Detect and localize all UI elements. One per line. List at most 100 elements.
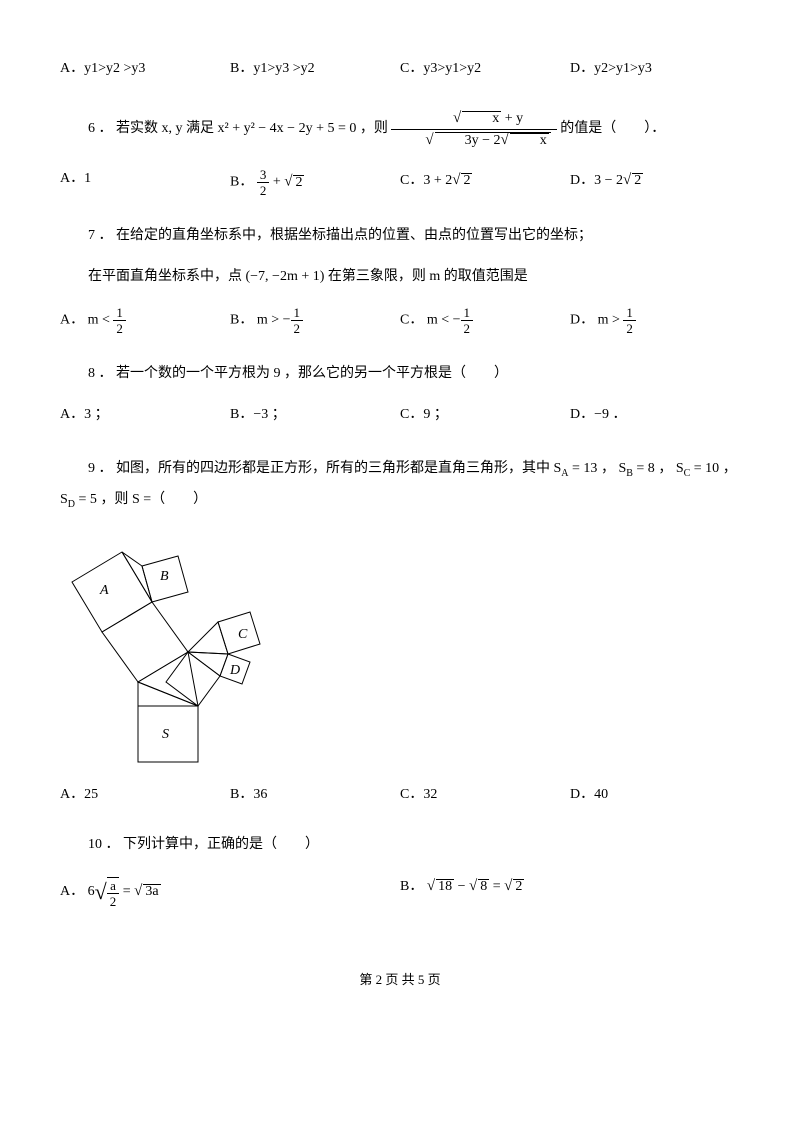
q10-number: 10 ． — [88, 837, 120, 852]
q5-opt-a: A．y1>y2 >y3 — [60, 58, 230, 80]
q7-b-label: B． — [230, 313, 253, 328]
q6-a-val: 1 — [84, 171, 91, 186]
q6-c-label: C． — [400, 173, 423, 188]
q9-sa-v: = 13 — [569, 461, 598, 476]
q6-den-outer: 3y − 2√x — [435, 132, 551, 148]
q10-a-rhs: 3a — [143, 884, 160, 899]
q10-a-num: a — [107, 879, 120, 894]
q6-opt-b: B． 32 + √2 — [230, 168, 400, 197]
q10-options: A． 6√a2 = √3a B． √18 − √8 = √2 — [60, 874, 740, 909]
q7-a-pre: m < — [88, 313, 114, 328]
q9-sb-s: B — [626, 468, 633, 479]
q10-a-eq: = — [119, 884, 134, 899]
q7-opt-c: C． m < −12 — [400, 306, 570, 335]
q6-opt-d: D．3 − 2√2 — [570, 168, 740, 197]
q7-options: A． m < 12 B． m > −12 C． m < −12 D． m > 1… — [60, 306, 740, 335]
q7-point: (−7, −2m + 1) — [246, 269, 325, 284]
q5-opt-c: C．y3>y1>y2 — [400, 58, 570, 80]
q8-opt-d: D．−9 ． — [570, 404, 740, 426]
q9-label-b: B — [160, 569, 169, 584]
q9-opt-c: C．32 — [400, 784, 570, 806]
q7-c-pre: m < − — [427, 313, 461, 328]
q6-b-sqrt: 2 — [293, 175, 304, 190]
q10-b-eq: = — [489, 879, 504, 894]
q6-d-label: D． — [570, 173, 594, 188]
q7-b-num: 1 — [291, 306, 304, 321]
q7-opt-d: D． m > 12 — [570, 306, 740, 335]
q6-b-label: B． — [230, 175, 253, 190]
q7-a-den: 2 — [113, 321, 126, 335]
q9-text-end: =（ ） — [143, 492, 207, 507]
q10-a-coeff: 6 — [88, 884, 95, 899]
q9-opt-d: D．40 — [570, 784, 740, 806]
q8-val: 9 — [274, 366, 281, 381]
q5-options: A．y1>y2 >y3 B．y1>y3 >y2 C．y3>y1>y2 D．y2>… — [60, 58, 740, 80]
q10-b-s2: 8 — [478, 879, 489, 894]
q6-num-sqrt: x — [462, 111, 501, 126]
q6-c-sqrt: 2 — [461, 173, 472, 188]
q7-b-den: 2 — [291, 321, 304, 335]
q6-d-pre: 3 − 2 — [594, 173, 623, 188]
q9-number: 9 ． — [88, 461, 113, 476]
q10-b-s1: 18 — [436, 879, 454, 894]
q7-d-num: 1 — [623, 306, 636, 321]
q9: 9 ． 如图，所有的四边形都是正方形，所有的三角形都是直角三角形，其中 S A =… — [60, 454, 740, 516]
q7-number: 7 ． — [88, 228, 113, 243]
q8-text-before: 若一个数的一个平方根为 — [116, 366, 270, 381]
q9-sa-s: A — [561, 468, 568, 479]
q7-a-num: 1 — [113, 306, 126, 321]
q7-sub: 在平面直角坐标系中，点 (−7, −2m + 1) 在第三象限，则 m 的取值范… — [60, 266, 740, 288]
q6-b-num: 3 — [257, 168, 270, 183]
q6-text-before: 若实数 — [116, 122, 158, 137]
q6-fraction: √x + y √3y − 2√x — [391, 108, 556, 150]
q6-b-tail: + — [269, 175, 284, 190]
q8-options: A．3 ； B．−3 ； C．9 ； D．−9 ． — [60, 404, 740, 426]
q9-sd-v: = 5 — [75, 492, 97, 507]
q9-label-s: S — [162, 727, 169, 742]
q6-b-den: 2 — [257, 183, 270, 197]
q7-sub-before: 在平面直角坐标系中，点 — [88, 269, 242, 284]
q5-opt-d: D．y2>y1>y3 — [570, 58, 740, 80]
q8-text-after: ，那么它的另一个平方根是（ ） — [284, 366, 508, 381]
q7-d-label: D． — [570, 313, 594, 328]
q7: 7 ． 在给定的直角坐标系中，根据坐标描出点的位置、由点的位置写出它的坐标； — [60, 225, 740, 247]
q9-diagram: A B C D S — [60, 534, 280, 764]
q5-opt-b: B．y1>y3 >y2 — [230, 58, 400, 80]
q7-b-pre: m > − — [257, 313, 291, 328]
q10-text: 下列计算中，正确的是（ ） — [123, 837, 319, 852]
q9-sc-v: = 10 — [690, 461, 719, 476]
q6-den-a: 3y − 2 — [465, 133, 501, 148]
q6-number: 6 ． — [88, 122, 113, 137]
q10-opt-b: B． √18 − √8 = √2 — [400, 874, 740, 909]
q9-sb-v: = 8 — [633, 461, 655, 476]
q10-opt-a: A． 6√a2 = √3a — [60, 874, 400, 909]
q7-c-num: 1 — [461, 306, 474, 321]
q6-num-plus: + y — [501, 111, 523, 126]
q6-d-sqrt: 2 — [632, 173, 643, 188]
q10-b-m: − — [454, 879, 469, 894]
q9-opt-b: B．36 — [230, 784, 400, 806]
q6-text-after: ，则 — [360, 122, 388, 137]
q6-options: A．1 B． 32 + √2 C．3 + 2√2 D．3 − 2√2 — [60, 168, 740, 197]
q7-a-label: A． — [60, 313, 84, 328]
q6-equation: x² + y² − 4x − 2y + 5 = 0 — [218, 122, 357, 137]
q9-text-before: 如图，所有的四边形都是正方形，所有的三角形都是直角三角形，其中 — [116, 461, 550, 476]
q9-sc-l: S — [676, 461, 684, 476]
q8-opt-a: A．3 ； — [60, 404, 230, 426]
q7-sub-after: 在第三象限，则 m 的取值范围是 — [328, 269, 528, 284]
q10: 10 ． 下列计算中，正确的是（ ） — [60, 834, 740, 856]
q10-a-den: 2 — [107, 894, 120, 908]
q6-text-mid: 满足 — [186, 122, 214, 137]
q8: 8 ． 若一个数的一个平方根为 9 ，那么它的另一个平方根是（ ） — [60, 363, 740, 385]
page-footer: 第 2 页 共 5 页 — [60, 970, 740, 991]
q9-options: A．25 B．36 C．32 D．40 — [60, 784, 740, 806]
q6-opt-a: A．1 — [60, 168, 230, 197]
q10-b-s3: 2 — [513, 879, 524, 894]
q7-opt-b: B． m > −12 — [230, 306, 400, 335]
q8-number: 8 ． — [88, 366, 113, 381]
q9-opt-a: A．25 — [60, 784, 230, 806]
q6-text-end: 的值是（ ）． — [560, 122, 665, 137]
q7-opt-a: A． m < 12 — [60, 306, 230, 335]
q9-sd-s: D — [68, 499, 75, 510]
q6-den-inner: x — [510, 133, 549, 148]
